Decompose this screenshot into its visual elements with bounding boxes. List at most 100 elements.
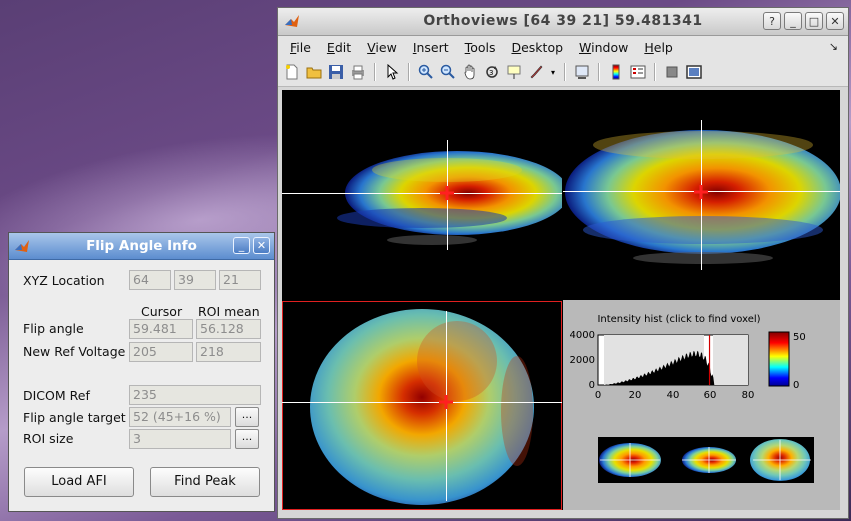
dicom-ref-field[interactable]: 235 (129, 385, 261, 405)
roi-mean-column-header: ROI mean (198, 304, 260, 319)
y-location-field[interactable]: 39 (174, 270, 216, 290)
roi-size-field[interactable]: 3 (129, 429, 231, 449)
x-tick-label: 0 (595, 390, 601, 401)
open-file-icon[interactable] (304, 62, 324, 82)
menu-mnemonic: V (367, 39, 376, 55)
dialog-title-bar[interactable]: Flip Angle Info _ ✕ (9, 233, 274, 260)
orthoviews-window: Orthoviews [64 39 21] 59.481341 ? _ □ ✕ … (277, 7, 849, 519)
zoom-in-icon[interactable] (416, 62, 436, 82)
help-title-button[interactable]: ? (763, 12, 781, 30)
pointer-icon[interactable] (382, 62, 402, 82)
dicom-ref-label: DICOM Ref (23, 388, 90, 403)
colorbar (768, 331, 790, 387)
menu-mnemonic: D (511, 39, 522, 55)
data-cursor-icon[interactable] (504, 62, 524, 82)
zoom-out-icon[interactable] (438, 62, 458, 82)
histogram-roi-shade (713, 335, 748, 385)
matlab-icon (285, 15, 299, 27)
coronal-image (310, 309, 534, 505)
show-plot-tools-icon[interactable] (684, 62, 704, 82)
coronal-view[interactable] (282, 301, 562, 510)
voltage-cursor-field[interactable]: 205 (129, 342, 193, 362)
close-button[interactable]: ✕ (826, 12, 844, 30)
new-figure-icon[interactable] (282, 62, 302, 82)
menu-mnemonic: I (412, 39, 417, 55)
menu-label-rest: elp (653, 39, 673, 55)
flip-angle-dialog: Flip Angle Info _ ✕ XYZ Location 64 39 2… (8, 232, 275, 512)
menu-label-rest: ools (470, 39, 496, 55)
menu-mnemonic: F (290, 39, 297, 55)
menu-label-rest: nsert (416, 39, 449, 55)
z-location-field[interactable]: 21 (219, 270, 261, 290)
menu-label-rest: dit (334, 39, 352, 55)
flip-angle-target-field[interactable]: 52 (45+16 %) (129, 407, 231, 427)
menu-edit[interactable]: Edit (319, 40, 359, 55)
flip-angle-label: Flip angle (23, 321, 84, 336)
y-tick-label: 2000 (570, 355, 595, 366)
menu-help[interactable]: Help (636, 40, 681, 55)
flip-angle-roi-field[interactable]: 56.128 (196, 319, 261, 339)
menu-tools[interactable]: Tools (457, 40, 504, 55)
brush-icon[interactable] (526, 62, 546, 82)
roi-size-browse-button[interactable]: ... (235, 429, 259, 449)
print-icon[interactable] (348, 62, 368, 82)
y-tick-label: 0 (589, 380, 595, 391)
crosshair-horizontal (282, 402, 562, 403)
title-bar[interactable]: Orthoviews [64 39 21] 59.481341 ? _ □ ✕ (278, 8, 848, 36)
toolbar-separator (654, 63, 656, 81)
histogram-chart[interactable]: Intensity hist (click to find voxel) 400… (563, 300, 840, 510)
menu-label-rest: indow (591, 39, 629, 55)
menu-window[interactable]: Window (571, 40, 636, 55)
minimize-button[interactable]: _ (784, 12, 802, 30)
x-tick-label: 20 (629, 390, 642, 401)
minimize-button[interactable]: _ (233, 237, 250, 254)
colorbar-tick-label: 0 (793, 380, 799, 391)
pan-hand-icon[interactable] (460, 62, 480, 82)
menu-bar: File Edit View Insert Tools Desktop Window Help… (278, 36, 848, 58)
roi-size-label: ROI size (23, 431, 74, 446)
menu-mnemonic: E (326, 39, 335, 55)
load-afi-button[interactable]: Load AFI (24, 467, 134, 497)
x-tick-label: 40 (667, 390, 680, 401)
maximize-button[interactable]: □ (805, 12, 823, 30)
menu-mnemonic: H (644, 39, 654, 55)
colorbar-icon[interactable] (606, 62, 626, 82)
matlab-icon (15, 240, 29, 252)
voltage-roi-field[interactable]: 218 (196, 342, 261, 362)
menu-label-rest: iew (375, 39, 397, 55)
x-location-field[interactable]: 64 (129, 270, 171, 290)
thumbnail-crosshairs (600, 440, 811, 480)
window-title: Orthoviews [64 39 21] 59.481341 (423, 13, 703, 29)
x-tick-label: 80 (742, 390, 755, 401)
dock-arrow-icon[interactable]: ↘ (828, 40, 838, 53)
new-ref-voltage-label: New Ref Voltage (23, 344, 126, 359)
flip-angle-target-label: Flip angle target (23, 410, 126, 425)
toolbar-separator (408, 63, 410, 81)
close-button[interactable]: ✕ (253, 237, 270, 254)
histogram-panel[interactable]: Intensity hist (click to find voxel) 400… (563, 300, 840, 510)
menu-file[interactable]: File (282, 40, 319, 55)
menu-desktop[interactable]: Desktop (503, 40, 571, 55)
brush-dropdown-icon[interactable]: ▾ (550, 67, 555, 77)
cursor-column-header: Cursor (141, 304, 183, 319)
menu-insert[interactable]: Insert (405, 40, 457, 55)
target-browse-button[interactable]: ... (235, 407, 259, 427)
menu-label-rest: esktop (521, 39, 564, 55)
axial-view[interactable] (282, 90, 562, 300)
hide-plot-tools-icon[interactable] (662, 62, 682, 82)
svg-text:3: 3 (489, 69, 493, 77)
find-peak-button[interactable]: Find Peak (150, 467, 260, 497)
menu-view[interactable]: View (359, 40, 405, 55)
axial-image (337, 151, 562, 245)
save-icon[interactable] (326, 62, 346, 82)
figure-canvas[interactable]: Intensity hist (click to find voxel) 400… (282, 90, 840, 510)
link-plot-icon[interactable] (572, 62, 592, 82)
menu-label-rest: ile (296, 39, 311, 55)
toolbar-separator (374, 63, 376, 81)
flip-angle-cursor-field[interactable]: 59.481 (129, 319, 193, 339)
legend-icon[interactable] (628, 62, 648, 82)
histogram-bars (601, 350, 715, 385)
dialog-title: Flip Angle Info (86, 238, 197, 254)
rotate-3d-icon[interactable]: 3 (482, 62, 502, 82)
crosshair-horizontal (282, 193, 562, 194)
